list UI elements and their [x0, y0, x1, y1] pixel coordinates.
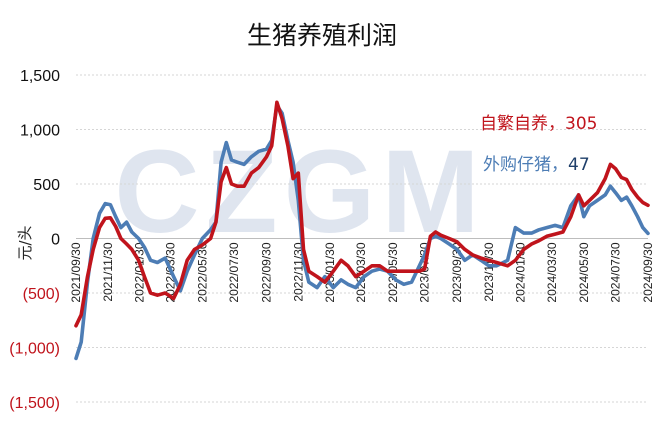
gridlines	[76, 74, 648, 403]
series-line	[74, 103, 650, 361]
x-tick-label: 2021/11/30	[101, 242, 115, 301]
legend-latest-value: 305	[565, 114, 597, 134]
y-tick-label: (1,500)	[9, 395, 60, 412]
x-axis: 2021/09/30 2021/11/30 2022/01/30 2022/03/30…	[69, 242, 655, 302]
legend-latest-value: 47	[568, 155, 590, 175]
chart-title: 生猪养殖利润	[247, 21, 397, 50]
legend-series-name: 自繁自养，	[480, 114, 565, 134]
y-tick-label: 1,000	[20, 123, 60, 140]
x-tick-label: 2024/05/30	[577, 242, 591, 302]
x-tick-label: 2022/09/30	[259, 242, 273, 302]
y-axis-label: 元/头	[16, 225, 34, 260]
legend: 自繁自养，305 外购仔猪，47	[480, 114, 597, 175]
series-lines	[74, 100, 650, 361]
y-tick-label: 500	[33, 177, 60, 194]
legend-entry: 自繁自养，305	[480, 114, 597, 134]
x-tick-label: 2024/09/30	[641, 242, 655, 302]
series-line	[74, 100, 650, 328]
y-tick-label: (1,000)	[9, 341, 60, 358]
y-tick-label: 0	[51, 232, 60, 249]
x-tick-label: 2024/07/30	[609, 242, 623, 302]
legend-entry: 外购仔猪，47	[483, 155, 590, 175]
x-tick-label: 2021/09/30	[69, 242, 83, 302]
x-tick-label: 2022/05/30	[195, 242, 209, 302]
y-tick-label: 1,500	[20, 68, 60, 85]
x-tick-label: 2023/11/30	[482, 242, 496, 301]
x-tick-label: 2024/03/30	[545, 242, 559, 302]
x-tick-label: 2022/07/30	[227, 242, 241, 302]
y-axis: (1,500) (1,000) (500) 0 500 1,000 1,500	[9, 68, 60, 412]
y-tick-label: (500)	[23, 286, 60, 303]
legend-series-name: 外购仔猪，	[483, 155, 568, 175]
